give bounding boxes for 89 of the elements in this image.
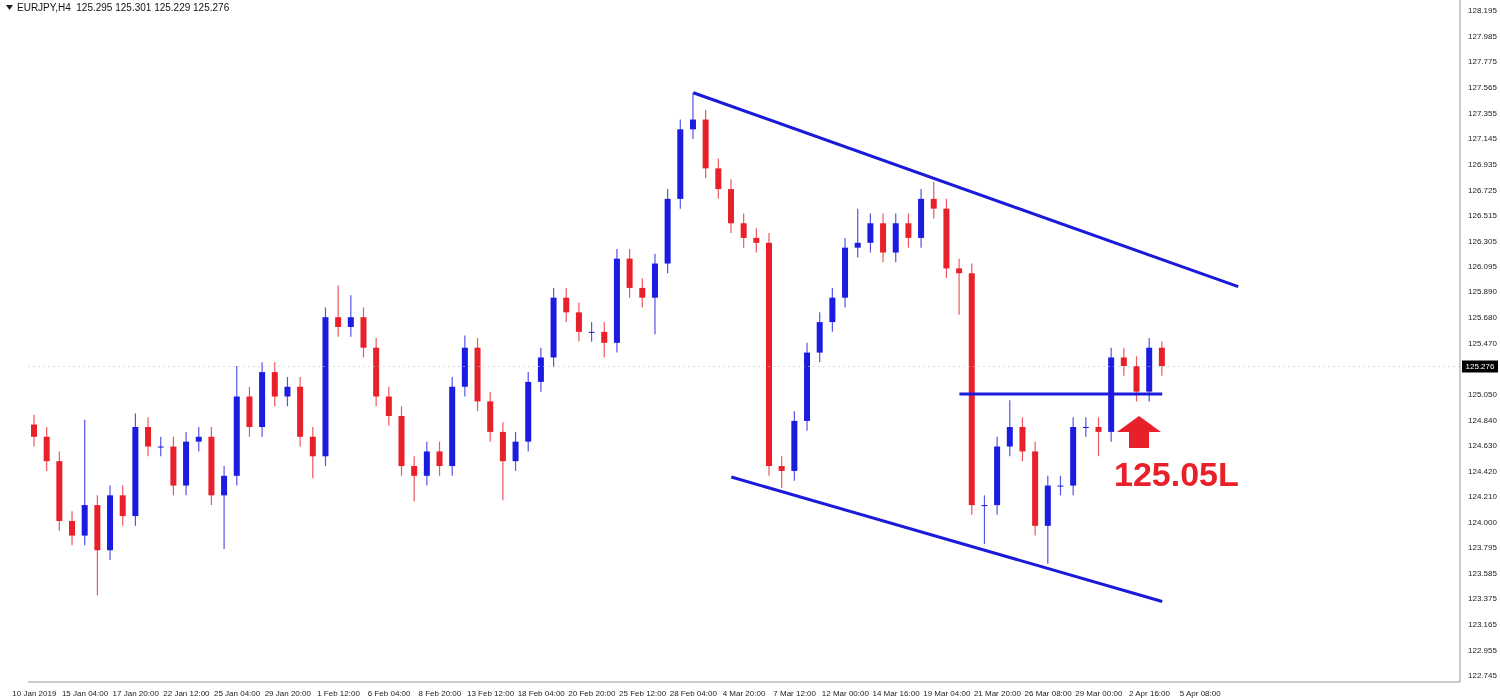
y-tick-label: 124.210: [1468, 492, 1498, 502]
candlestick: [639, 277, 646, 309]
x-tick-label: 29 Jan 20:00: [264, 688, 312, 698]
x-tick-label: 1 Feb 12:00: [317, 688, 361, 698]
candlestick: [956, 258, 963, 316]
candlestick: [145, 416, 152, 457]
y-tick-label: 127.565: [1468, 83, 1498, 93]
y-tick-label: 126.095: [1468, 262, 1498, 272]
x-tick-label: 29 Mar 00:00: [1075, 688, 1123, 698]
x-tick-label: 14 Mar 16:00: [872, 688, 921, 698]
x-tick-label: 28 Feb 04:00: [669, 688, 718, 698]
x-tick-label: 17 Jan 20:00: [112, 688, 160, 698]
y-tick-label: 122.745: [1468, 671, 1498, 681]
x-tick-label: 13 Feb 12:00: [466, 688, 515, 698]
ref-line-label: 125.276: [1465, 362, 1496, 372]
candlestick: [385, 386, 392, 427]
x-tick-label: 21 Mar 20:00: [973, 688, 1022, 698]
x-tick-label: 25 Jan 04:00: [213, 688, 261, 698]
candlestick: [436, 441, 443, 477]
y-tick-label: 125.470: [1468, 338, 1498, 348]
candlestick: [1120, 347, 1127, 377]
y-tick-label: 122.955: [1468, 645, 1498, 655]
x-tick-label: 6 Feb 04:00: [367, 688, 412, 698]
candlestick: [854, 208, 861, 259]
annotation: 125.05L: [1114, 455, 1239, 494]
candlestick: [1006, 399, 1013, 457]
x-tick-label: 2 Apr 16:00: [1129, 688, 1171, 698]
x-tick-label: 19 Mar 04:00: [923, 688, 971, 698]
candlestick: [284, 376, 291, 407]
y-tick-label: 125.680: [1468, 313, 1498, 323]
y-tick-label: 128.195: [1468, 6, 1498, 16]
x-tick-label: 7 Mar 12:00: [773, 688, 817, 698]
y-tick-label: 127.145: [1468, 134, 1498, 144]
candlestick: [575, 301, 582, 343]
x-tick-label: 25 Feb 12:00: [619, 688, 667, 698]
candlestick: [601, 321, 608, 359]
candlestick: [69, 510, 76, 546]
x-tick-label: 5 Apr 08:00: [1179, 688, 1222, 698]
x-tick-label: 10 Jan 2019: [12, 688, 57, 698]
y-tick-label: 127.775: [1468, 57, 1498, 67]
candlestick: [563, 287, 570, 323]
y-tick-label: 123.795: [1468, 543, 1498, 553]
y-tick-label: 124.000: [1468, 518, 1498, 528]
y-tick-label: 127.355: [1468, 108, 1498, 118]
candlestick: [195, 426, 202, 453]
candlestick: [740, 212, 747, 249]
candlestick: [411, 455, 418, 503]
candlestick: [753, 227, 760, 254]
x-tick-label: 22 Jan 12:00: [163, 688, 211, 698]
x-tick-label: 12 Mar 00:00: [821, 688, 870, 698]
y-tick-label: 126.305: [1468, 236, 1498, 246]
y-tick-label: 123.165: [1468, 619, 1498, 629]
candlestick: [905, 212, 912, 249]
candlestick: [981, 494, 988, 545]
candlestick: [31, 414, 37, 448]
chart-title: EURJPY,H4 125.295 125.301 125.229 125.276: [17, 2, 230, 13]
candlestick: [588, 321, 595, 343]
y-tick-label: 125.050: [1468, 389, 1498, 399]
candlestick: [347, 294, 354, 338]
y-tick-label: 126.725: [1468, 185, 1498, 195]
x-tick-label: 20 Feb 20:00: [568, 688, 617, 698]
x-tick-label: 26 Mar 08:00: [1024, 688, 1073, 698]
candlestick: [1082, 416, 1089, 438]
candlestick: [778, 455, 785, 489]
x-tick-label: 18 Feb 04:00: [517, 688, 566, 698]
y-tick-label: 124.840: [1468, 415, 1498, 425]
y-tick-label: 127.985: [1468, 31, 1498, 41]
candlestick: [119, 484, 126, 527]
candlestick: [1158, 341, 1165, 377]
x-tick-label: 8 Feb 20:00: [418, 688, 462, 698]
candlestick: [157, 436, 164, 457]
candlestick: [715, 158, 722, 200]
y-tick-label: 124.420: [1468, 466, 1498, 476]
y-tick-label: 124.630: [1468, 441, 1498, 451]
candlestick: [930, 181, 937, 219]
x-tick-label: 4 Mar 20:00: [722, 688, 766, 698]
candlestick: [1057, 475, 1064, 496]
candlestick: [335, 284, 342, 338]
candlestick: [1095, 416, 1102, 457]
y-tick-label: 126.935: [1468, 159, 1498, 169]
y-tick-label: 123.375: [1468, 594, 1498, 604]
y-tick-label: 125.890: [1468, 287, 1498, 297]
x-tick-label: 15 Jan 04:00: [61, 688, 109, 698]
candlestick: [867, 212, 874, 254]
candlestick: [309, 426, 316, 479]
y-tick-label: 123.585: [1468, 568, 1498, 578]
candlestick: [221, 465, 228, 550]
y-tick-label: 126.515: [1468, 211, 1498, 221]
candlestick: [512, 431, 519, 472]
